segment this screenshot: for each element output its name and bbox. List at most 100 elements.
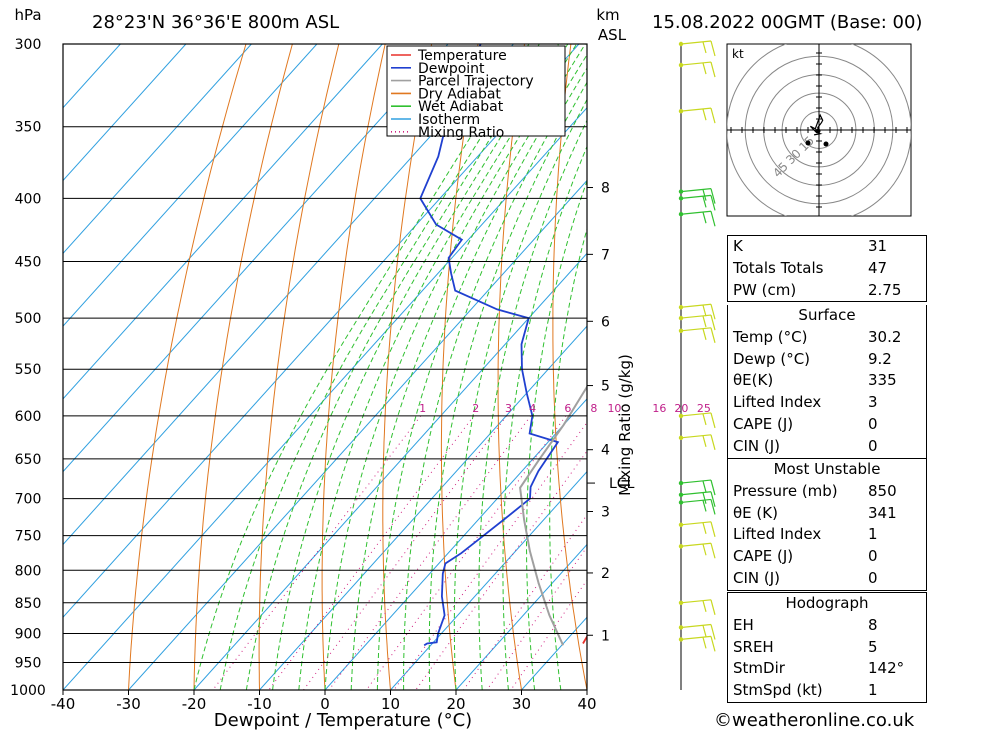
hodograph: 153045 (726, 43, 912, 217)
isotherm-line (259, 325, 587, 690)
pressure-tick-label: 400 (15, 191, 42, 207)
legend-entry: Wet Adiabat (418, 99, 504, 115)
pressure-tick-label: 850 (15, 596, 42, 612)
height-tick-label: 4 (601, 443, 610, 459)
pressure-tick-label: 450 (15, 255, 42, 271)
wind-barb (680, 635, 716, 652)
mixing-ratio-label: 1 (419, 402, 426, 415)
legend-entry: Dry Adiabat (418, 86, 501, 102)
wind-barb (680, 188, 716, 204)
wind-barb (680, 491, 716, 507)
row-label: Lifted Index (733, 525, 822, 544)
pressure-tick-label: 650 (15, 452, 42, 468)
row-label: Temp (°C) (733, 327, 808, 346)
legend-entry: Parcel Trajectory (418, 74, 534, 90)
wet-adiabat-line (245, 44, 550, 690)
hodograph-table-title: Hodograph (785, 594, 869, 612)
x-axis-title: Dewpoint / Temperature (°C) (214, 710, 472, 731)
wind-barb (680, 61, 716, 78)
row-label: K (733, 237, 743, 255)
row-value: 47 (868, 258, 888, 277)
hodograph-table: Hodograph EH 8 SREH 5 StmDir 142° StmSpd (kt) 1 (727, 592, 927, 703)
wind-barb (680, 210, 716, 227)
pressure-tick-label: 900 (15, 626, 42, 642)
pressure-tick-label: 600 (15, 409, 42, 425)
table-row: CAPE (J) 0 (728, 414, 926, 436)
row-label: Lifted Index (733, 393, 822, 412)
row-value: 850 (868, 481, 897, 500)
table-row: CIN (J) 0 (728, 436, 926, 458)
mixing-ratio-axis-title: Mixing Ratio (g/kg) (616, 354, 634, 496)
height-tick-label: 1 (601, 628, 610, 644)
pressure-tick-label: 550 (15, 362, 42, 378)
legend-entry: Dewpoint (418, 61, 485, 77)
x-tick-label: 30 (512, 695, 531, 713)
location-title: 28°23'N 36°36'E 800m ASL (92, 12, 339, 33)
table-row: EH 8 (728, 615, 926, 637)
table-row: Lifted Index 3 (728, 392, 926, 414)
wind-barb (680, 599, 716, 615)
mixing-ratio-line (365, 415, 567, 690)
hodograph-marker (823, 141, 829, 147)
wet-adiabat-line (526, 179, 587, 690)
wet-adiabat-line (453, 98, 587, 690)
table-row: Dewp (°C) 9.2 (728, 349, 926, 371)
table-row: SREH 5 (728, 637, 926, 659)
row-label: CAPE (J) (733, 547, 794, 566)
x-tick-label: -20 (182, 695, 207, 713)
table-row: CAPE (J) 0 (728, 546, 926, 568)
x-tick-label: 40 (577, 695, 596, 713)
wind-barbs (678, 40, 716, 690)
row-value: 0 (868, 436, 878, 455)
mixing-ratio-label: 8 (590, 402, 597, 415)
mixing-ratio-line (463, 513, 587, 690)
height-unit-label: km (596, 6, 619, 24)
wind-barb (680, 521, 716, 537)
table-row: Pressure (mb) 850 (728, 481, 926, 503)
dry-adiabat-line (552, 44, 587, 690)
mixing-ratio-line (303, 415, 507, 690)
dry-adiabat-line (989, 44, 1000, 690)
isotherm-line (63, 44, 449, 473)
pressure-tick-label: 500 (15, 311, 42, 327)
isotherm-line (63, 107, 587, 690)
dry-adiabat-line (657, 44, 718, 690)
pressure-tick-label: 700 (15, 492, 42, 508)
series-line-dewpoint (419, 44, 560, 647)
mixing-ratio-label: 2 (472, 402, 479, 415)
isotherm-line (455, 543, 587, 690)
legend-entry: Mixing Ratio (418, 125, 504, 141)
wind-barb (680, 623, 716, 640)
row-value: 2.75 (868, 280, 902, 299)
isotherm-line (63, 44, 187, 182)
wet-adiabat-line (478, 119, 587, 690)
mixing-ratio-label: 4 (529, 402, 536, 415)
wind-barb (680, 194, 716, 211)
row-label: θE (K) (733, 503, 778, 522)
isotherm-line (63, 44, 514, 546)
wet-adiabat-line (324, 44, 578, 690)
row-value: 142° (868, 659, 905, 678)
row-value: 341 (868, 503, 897, 522)
height-tick-label: 3 (601, 504, 610, 520)
row-value: 0 (868, 568, 878, 587)
row-label: CIN (J) (733, 568, 781, 587)
pressure-tick-label: 800 (15, 563, 42, 579)
wind-barb-dot (678, 108, 684, 114)
isotherm-line (63, 44, 383, 400)
wet-adiabat-line (193, 44, 530, 690)
legend-entry: Isotherm (418, 112, 480, 128)
table-row: Lifted Index 1 (728, 524, 926, 546)
legend-box (386, 45, 566, 137)
datetime-title: 15.08.2022 00GMT (Base: 00) (652, 12, 922, 33)
row-value: 5 (868, 637, 878, 656)
x-tick-label: 20 (446, 695, 465, 713)
height-tick-label: 7 (601, 247, 610, 263)
row-label: Pressure (mb) (733, 481, 838, 500)
x-tick-label: 10 (381, 695, 400, 713)
legend-entry: Temperature (417, 48, 507, 64)
row-label: StmSpd (kt) (733, 681, 823, 700)
series-line-parcel-trajectory (519, 384, 587, 646)
row-label: θE(K) (733, 371, 774, 390)
